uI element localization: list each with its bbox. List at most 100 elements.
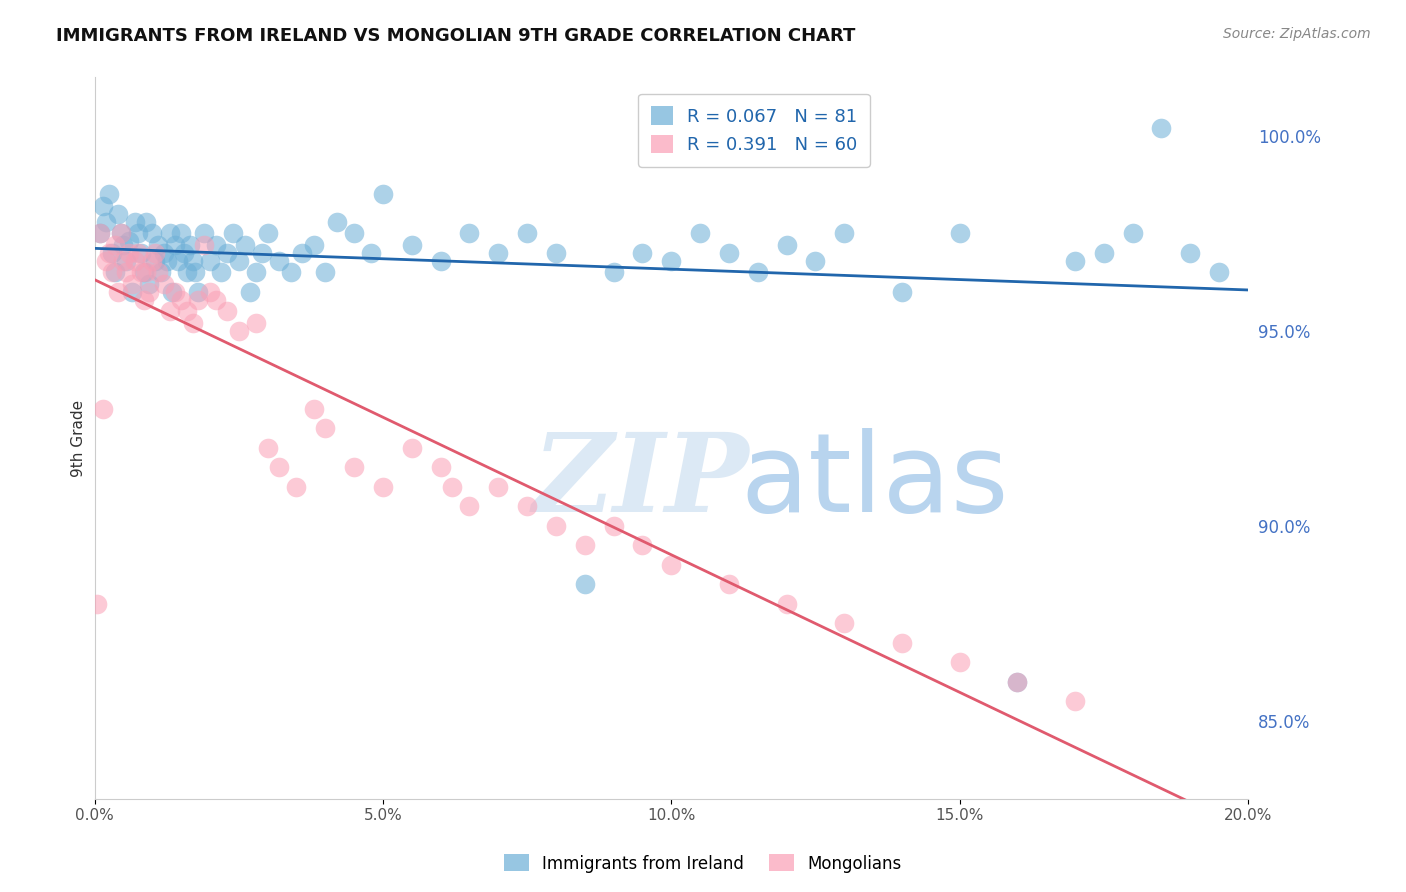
Point — [217, 304, 239, 318]
Point — [717, 246, 740, 260]
Point — [832, 616, 855, 631]
Point — [949, 227, 972, 241]
Point — [104, 265, 127, 279]
Point — [1180, 246, 1202, 260]
Point — [775, 597, 797, 611]
Point — [280, 265, 302, 279]
Point — [233, 238, 256, 252]
Point — [631, 538, 654, 552]
Point — [314, 265, 336, 279]
Point — [141, 253, 163, 268]
Point — [1122, 227, 1144, 241]
Point — [127, 227, 149, 241]
Point — [112, 253, 135, 268]
Legend: Immigrants from Ireland, Mongolians: Immigrants from Ireland, Mongolians — [498, 847, 908, 880]
Point — [121, 285, 143, 299]
Point — [118, 246, 141, 260]
Point — [429, 460, 451, 475]
Point — [198, 285, 221, 299]
Point — [269, 253, 291, 268]
Point — [516, 500, 538, 514]
Point — [143, 253, 166, 268]
Point — [187, 285, 209, 299]
Point — [101, 246, 124, 260]
Point — [360, 246, 382, 260]
Text: Source: ZipAtlas.com: Source: ZipAtlas.com — [1223, 27, 1371, 41]
Text: ZIP: ZIP — [533, 427, 749, 535]
Point — [124, 253, 146, 268]
Point — [891, 636, 914, 650]
Point — [179, 238, 201, 252]
Point — [159, 304, 181, 318]
Point — [129, 246, 152, 260]
Point — [659, 253, 682, 268]
Point — [165, 285, 187, 299]
Point — [176, 265, 198, 279]
Point — [135, 265, 157, 279]
Point — [176, 304, 198, 318]
Point — [193, 238, 215, 252]
Point — [184, 265, 207, 279]
Point — [1007, 674, 1029, 689]
Point — [486, 246, 509, 260]
Point — [173, 246, 195, 260]
Point — [1150, 121, 1173, 136]
Point — [110, 227, 132, 241]
Point — [143, 246, 166, 260]
Point — [165, 238, 187, 252]
Point — [135, 215, 157, 229]
Point — [86, 597, 108, 611]
Point — [118, 234, 141, 248]
Point — [193, 227, 215, 241]
Point — [124, 215, 146, 229]
Point — [152, 246, 174, 260]
Point — [181, 253, 204, 268]
Point — [187, 293, 209, 307]
Point — [775, 238, 797, 252]
Point — [98, 187, 121, 202]
Point — [574, 538, 596, 552]
Point — [458, 227, 481, 241]
Point — [1064, 253, 1087, 268]
Point — [204, 293, 226, 307]
Point — [138, 277, 160, 291]
Point — [1092, 246, 1115, 260]
Point — [245, 316, 267, 330]
Text: atlas: atlas — [741, 428, 1010, 535]
Point — [832, 227, 855, 241]
Point — [631, 246, 654, 260]
Y-axis label: 9th Grade: 9th Grade — [72, 400, 86, 476]
Point — [602, 518, 624, 533]
Point — [245, 265, 267, 279]
Legend: R = 0.067   N = 81, R = 0.391   N = 60: R = 0.067 N = 81, R = 0.391 N = 60 — [638, 94, 870, 167]
Point — [659, 558, 682, 572]
Point — [156, 253, 179, 268]
Point — [89, 227, 111, 241]
Point — [326, 215, 349, 229]
Point — [91, 199, 114, 213]
Point — [170, 227, 193, 241]
Point — [115, 265, 138, 279]
Point — [167, 253, 190, 268]
Point — [129, 265, 152, 279]
Point — [544, 246, 567, 260]
Point — [146, 238, 169, 252]
Point — [107, 285, 129, 299]
Point — [104, 238, 127, 252]
Point — [891, 285, 914, 299]
Point — [141, 227, 163, 241]
Point — [401, 441, 423, 455]
Point — [107, 207, 129, 221]
Point — [486, 480, 509, 494]
Point — [159, 227, 181, 241]
Point — [89, 227, 111, 241]
Point — [516, 227, 538, 241]
Point — [458, 500, 481, 514]
Point — [256, 227, 278, 241]
Point — [804, 253, 827, 268]
Point — [1064, 694, 1087, 708]
Point — [211, 265, 233, 279]
Point — [228, 324, 250, 338]
Point — [1208, 265, 1230, 279]
Point — [544, 518, 567, 533]
